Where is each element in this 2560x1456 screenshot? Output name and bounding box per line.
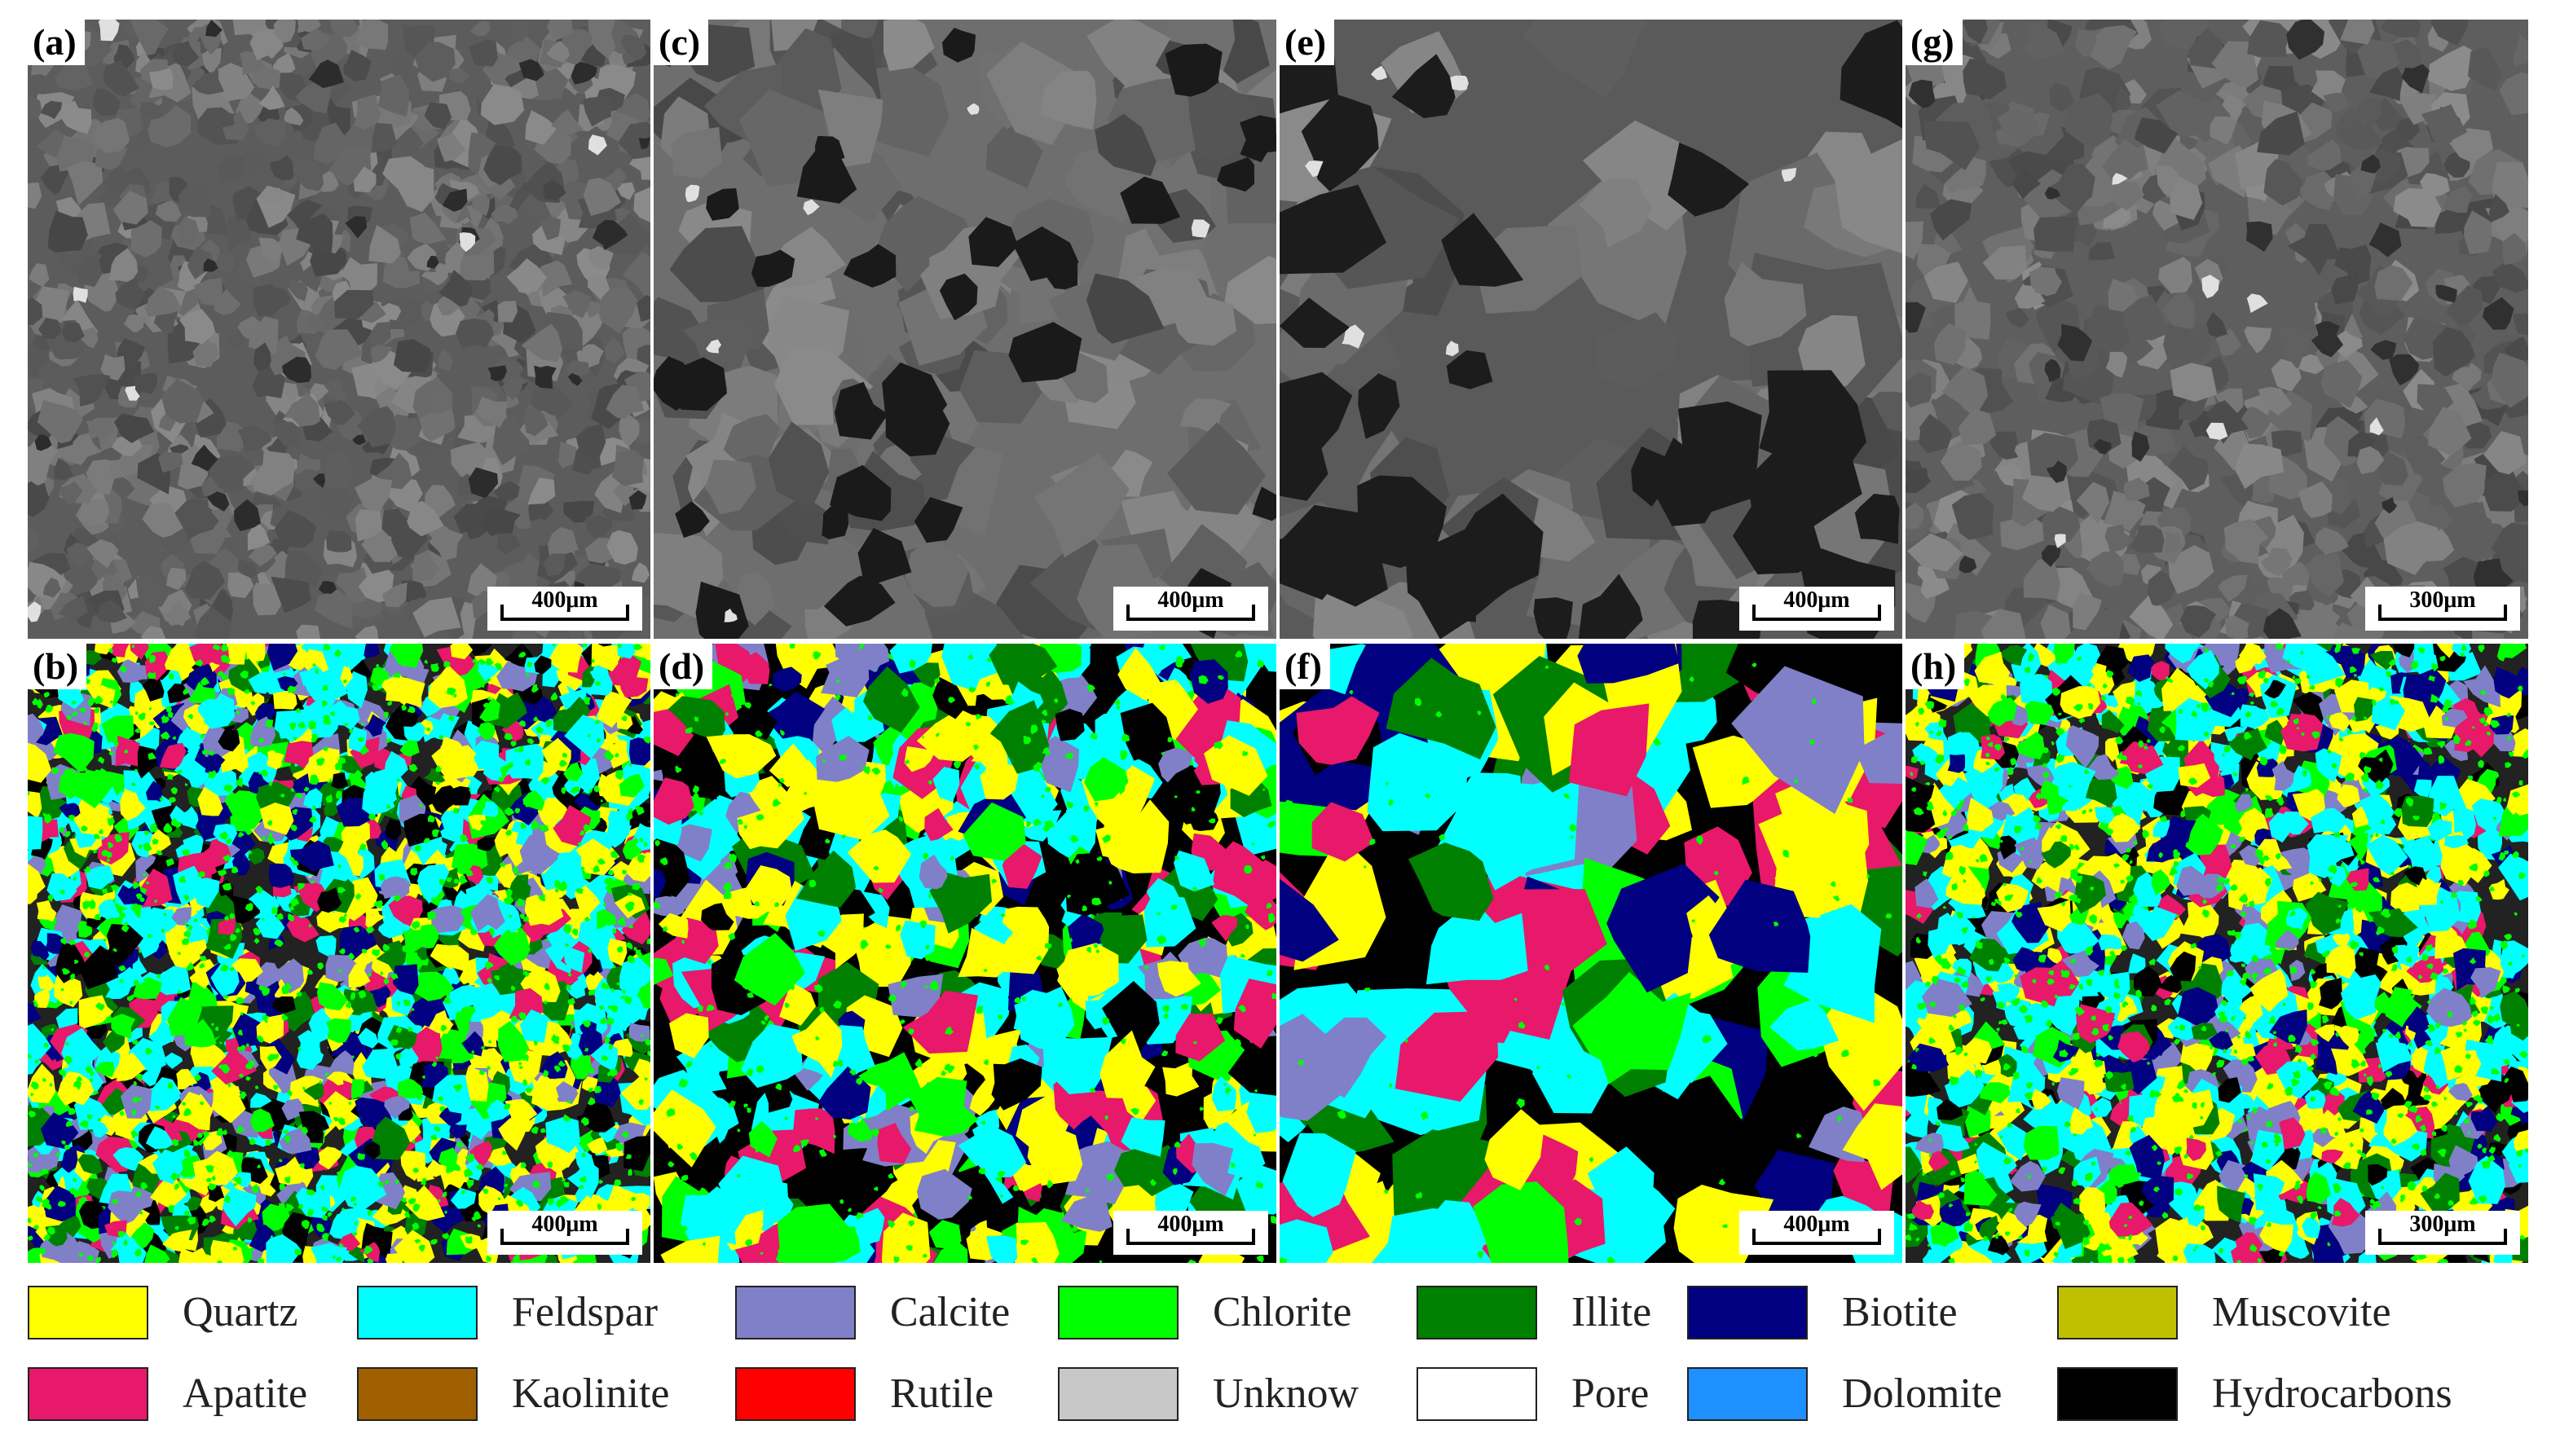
panel-b-texture <box>28 644 650 1263</box>
legend-label: Unknow <box>1213 1370 1359 1417</box>
scale-bar: 400μm <box>1113 587 1268 631</box>
legend-label: Calcite <box>890 1289 1011 1335</box>
panel-g-texture <box>1906 20 2528 639</box>
scale-bar: 400μm <box>1113 1211 1268 1255</box>
panel-a-sem-image: (a) 400μm <box>28 20 650 639</box>
legend-swatch <box>1058 1367 1179 1421</box>
scale-bar-text: 400μm <box>1157 587 1224 613</box>
panel-g-sem-image: (g) 300μm <box>1906 20 2528 639</box>
panel-c-sem-image: (c) 400μm <box>654 20 1276 639</box>
panel-b-mineral-map: (b) 400μm <box>28 644 650 1263</box>
legend-label: Biotite <box>1842 1289 1958 1335</box>
panel-d-texture <box>654 644 1276 1263</box>
panel-e-texture <box>1280 20 1902 639</box>
scale-bar: 400μm <box>487 1211 642 1255</box>
scale-bar-text: 400μm <box>1783 587 1850 613</box>
scale-bar-text: 400μm <box>531 1212 598 1237</box>
scale-bar: 400μm <box>487 587 642 631</box>
legend-swatch <box>1687 1367 1808 1421</box>
legend-label: Apatite <box>183 1370 308 1417</box>
panel-label: (d) <box>654 644 713 689</box>
panel-a-texture <box>28 20 650 639</box>
legend-label: Pore <box>1571 1370 1650 1417</box>
legend-label: Hydrocarbons <box>2212 1370 2452 1417</box>
legend-swatch <box>28 1286 148 1339</box>
legend-swatch <box>1058 1286 1179 1339</box>
legend-label: Dolomite <box>1842 1370 2003 1417</box>
legend-label: Chlorite <box>1213 1289 1352 1335</box>
panel-label: (b) <box>28 644 87 689</box>
panel-d-mineral-map: (d) 400μm <box>654 644 1276 1263</box>
legend-swatch <box>735 1286 856 1339</box>
scale-bar: 300μm <box>2365 1211 2520 1255</box>
scale-bar: 400μm <box>1739 587 1894 631</box>
panel-e-sem-image: (e) 400μm <box>1280 20 1902 639</box>
scale-bar-text: 300μm <box>2409 587 2476 613</box>
scale-bar-text: 400μm <box>1157 1212 1224 1237</box>
panel-label: (e) <box>1280 20 1335 65</box>
scale-bar-text: 400μm <box>531 587 598 613</box>
legend-label: Kaolinite <box>512 1370 670 1417</box>
legend-swatch <box>357 1367 478 1421</box>
panel-f-mineral-map: (f) 400μm <box>1280 644 1902 1263</box>
legend-swatch <box>2057 1367 2178 1421</box>
legend-label: Quartz <box>183 1289 298 1335</box>
panel-c-texture <box>654 20 1276 639</box>
legend-label: Illite <box>1571 1289 1652 1335</box>
panel-label: (f) <box>1280 644 1330 689</box>
legend-swatch <box>1417 1367 1537 1421</box>
panel-label: (g) <box>1906 20 1963 65</box>
scale-bar-text: 300μm <box>2409 1212 2476 1237</box>
legend-swatch <box>357 1286 478 1339</box>
panel-h-texture <box>1906 644 2528 1263</box>
legend-label: Feldspar <box>512 1289 659 1335</box>
panel-label: (h) <box>1906 644 1965 689</box>
legend-swatch <box>1417 1286 1537 1339</box>
legend-swatch <box>735 1367 856 1421</box>
legend-label: Muscovite <box>2212 1289 2391 1335</box>
scale-bar: 400μm <box>1739 1211 1894 1255</box>
panel-f-texture <box>1280 644 1902 1263</box>
panel-label: (a) <box>28 20 85 65</box>
legend-label: Rutile <box>890 1370 994 1417</box>
panel-h-mineral-map: (h) 300μm <box>1906 644 2528 1263</box>
legend-swatch <box>28 1367 148 1421</box>
legend-swatch <box>1687 1286 1808 1339</box>
scale-bar-text: 400μm <box>1783 1212 1850 1237</box>
legend-swatch <box>2057 1286 2178 1339</box>
panel-label: (c) <box>654 20 709 65</box>
scale-bar: 300μm <box>2365 587 2520 631</box>
